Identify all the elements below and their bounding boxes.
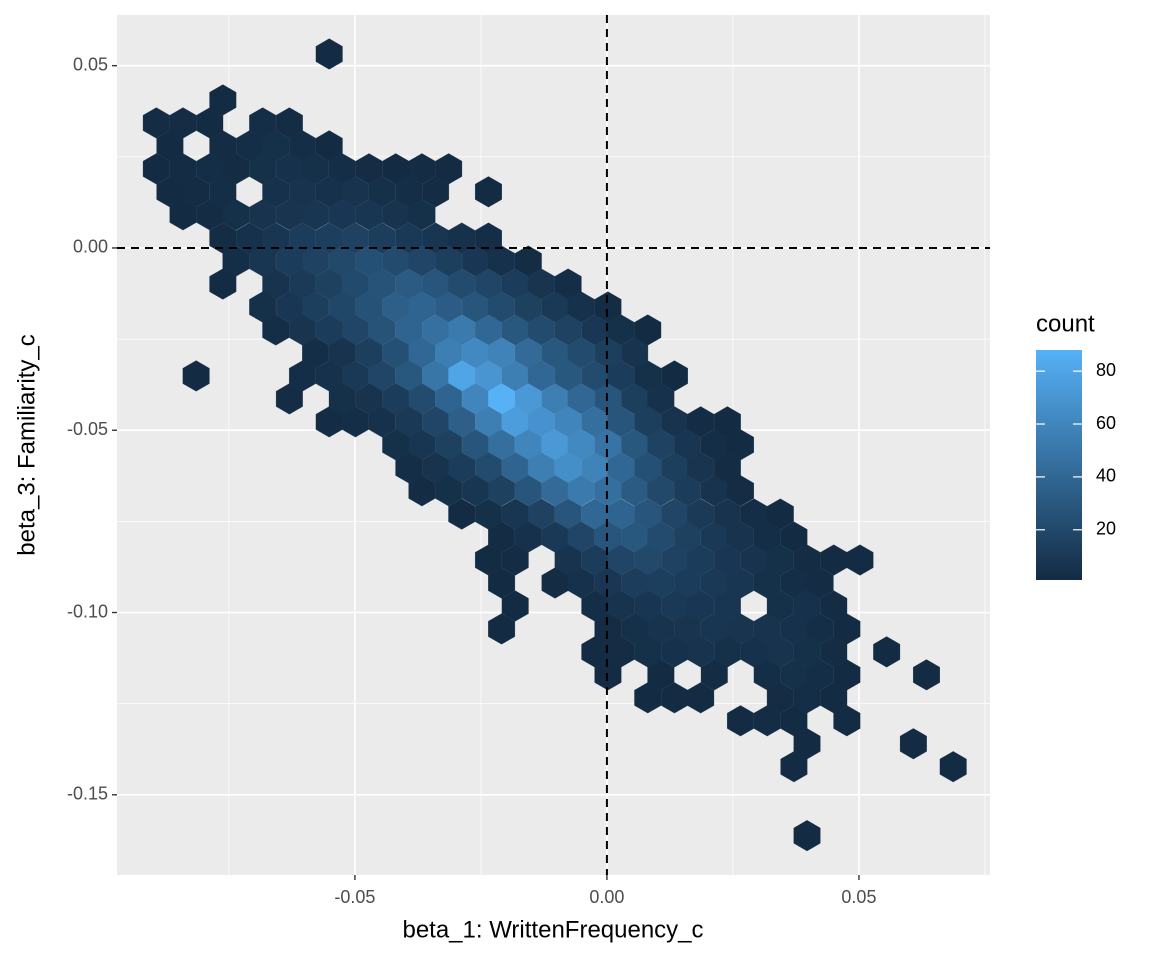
hex-bin <box>514 475 542 507</box>
hex-bin <box>501 544 529 576</box>
axes: -0.05 0.00 0.05 -0.15 -0.10 -0.05 0.00 0.05 <box>67 54 877 906</box>
hex-bin <box>169 199 197 231</box>
hex-bin <box>674 475 701 507</box>
y-axis-title: beta_3: Familiarity_c <box>13 334 40 555</box>
x-axis-title: beta_1: WrittenFrequency_c <box>402 916 703 943</box>
hex-bin <box>209 268 237 300</box>
hex-bin <box>793 820 821 852</box>
hex-bin <box>182 360 210 392</box>
hex-bin <box>833 705 861 737</box>
hex-bin <box>475 176 502 208</box>
legend-title: count <box>1036 310 1095 337</box>
colorbar-tick-label: 40 <box>1096 466 1116 486</box>
hex-bin <box>594 475 622 507</box>
y-tick-label: 0.00 <box>73 237 108 257</box>
hex-bin <box>408 199 436 231</box>
x-tick-label: -0.05 <box>334 887 375 907</box>
hex-bin <box>142 153 170 185</box>
hex-bin <box>634 682 662 714</box>
colorbar-tick-label: 20 <box>1096 519 1116 539</box>
y-tick-label: 0.05 <box>73 54 108 74</box>
x-tick-label: 0.05 <box>841 887 876 907</box>
hex-bin <box>913 659 940 691</box>
hex-bin <box>355 199 383 231</box>
hex-bin <box>567 567 595 599</box>
hex-bin <box>262 314 290 346</box>
legend: count 20 40 60 80 <box>1036 310 1116 580</box>
y-tick-label: -0.10 <box>67 601 108 621</box>
hex-bin <box>873 636 901 668</box>
hex-bin <box>328 199 356 231</box>
hex-bin <box>222 199 250 231</box>
hex-bin <box>780 751 808 783</box>
hex-bin <box>488 613 516 645</box>
hex-bin <box>368 406 396 438</box>
hex-bin <box>341 406 369 438</box>
hex-bin <box>846 544 874 576</box>
hex-bin <box>594 659 622 691</box>
hex-bin <box>567 475 595 507</box>
colorbar <box>1036 350 1082 580</box>
hex-bin <box>899 728 927 760</box>
hex-bin <box>501 590 529 622</box>
hex-bin <box>302 199 330 231</box>
y-tick-label: -0.15 <box>67 784 108 804</box>
hex-bin <box>142 107 170 139</box>
colorbar-tick-label: 80 <box>1096 360 1116 380</box>
hex-bin <box>700 659 728 691</box>
hex-bin <box>488 567 516 599</box>
x-tick-label: 0.00 <box>589 887 624 907</box>
hex-bin <box>753 705 781 737</box>
hex-bin <box>275 383 303 415</box>
hex-bin <box>249 199 277 231</box>
hex-bin <box>422 176 449 208</box>
hex-bin <box>647 475 675 507</box>
y-tick-label: -0.05 <box>67 419 108 439</box>
hex-bin <box>939 751 967 783</box>
hex-bin <box>408 475 436 507</box>
hex-bin <box>727 475 754 507</box>
hex-bin <box>315 38 343 70</box>
hex-bin <box>435 475 463 507</box>
hex-bin <box>488 475 516 507</box>
hex-bin <box>687 682 715 714</box>
hex-bin <box>661 360 688 392</box>
hex-bin <box>448 498 476 530</box>
colorbar-tick-label: 60 <box>1096 413 1116 433</box>
hexes <box>142 38 967 852</box>
reference-lines <box>117 15 990 875</box>
hex-bin <box>727 705 754 737</box>
hex-bin <box>687 636 715 668</box>
